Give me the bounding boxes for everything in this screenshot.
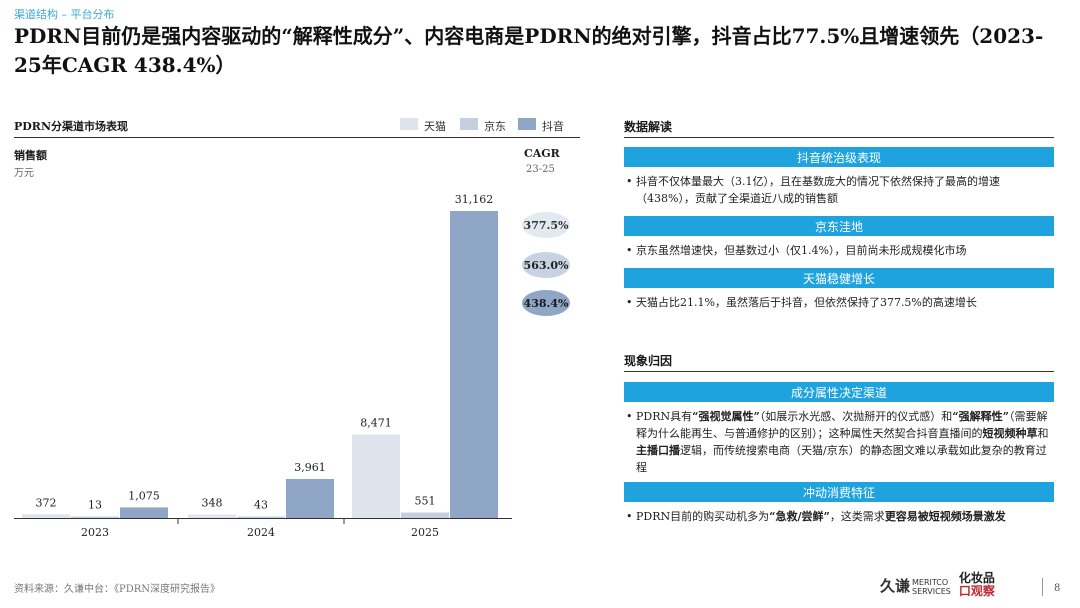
emphasis: 主播口播 — [636, 444, 680, 457]
section-rule — [624, 371, 1054, 372]
emphasis: “强解释性” — [952, 410, 1009, 423]
data-label-jd-2023: 13 — [88, 499, 102, 512]
data-label-douyin-2025: 31,162 — [455, 193, 494, 206]
legend-label-tmall: 天猫 — [424, 120, 446, 133]
bar-chart: 372 13 1,075 2023 348 43 3,961 2024 8,471 551 31,1… — [14, 193, 512, 539]
text: ，这类需求 — [829, 510, 885, 523]
block-header-douyin: 抖音统治级表现 — [624, 147, 1054, 167]
text: PDRN具有 — [636, 410, 693, 423]
bullet-douyin: 抖音不仅体量最大（3.1亿），且在基数庞大的情况下依然保持了最高的增速（438%… — [624, 173, 1052, 207]
text: （需要解释为什么能再生、与普通修护的区别）；这种属性天然契合抖音直播间的 — [636, 410, 1048, 440]
data-label-jd-2024: 43 — [254, 499, 268, 512]
bar-douyin-2025 — [450, 211, 498, 518]
page-number: 8 — [1054, 583, 1061, 594]
footer-logos: 久谦 MERITCO SERVICES 化妆品 口观察 — [880, 572, 995, 598]
bar-tmall-2025 — [352, 434, 400, 518]
bar-jd-2024 — [237, 516, 285, 518]
page-title: PDRN目前仍是强内容驱动的“解释性成分”、内容电商是PDRN的绝对引擎，抖音占… — [14, 24, 1044, 77]
cagr-badge-jd: 563.0% — [522, 252, 570, 278]
data-label-tmall-2025: 8,471 — [360, 417, 392, 430]
data-label-douyin-2023: 1,075 — [128, 489, 160, 502]
block-header-tmall: 天猫稳健增长 — [624, 268, 1054, 288]
x-tick-label-2024: 2024 — [247, 526, 275, 539]
y-axis-label: 销售额 — [14, 149, 47, 162]
legend-swatch-tmall — [400, 118, 418, 130]
block-header-impulse: 冲动消费特征 — [624, 482, 1054, 502]
cosmetics-observer-logo: 化妆品 口观察 — [958, 571, 995, 598]
bullet-attribute: PDRN具有“强视觉属性”（如展示水光感、次抛掰开的仪式感）和“强解释性”（需要… — [624, 408, 1052, 476]
text: （如展示水光感、次抛掰开的仪式感）和 — [759, 410, 953, 423]
legend-swatch-jd — [460, 118, 478, 130]
bar-jd-2023 — [71, 516, 119, 518]
meritco-logo: 久谦 MERITCO SERVICES — [880, 576, 951, 596]
data-label-jd-2025: 551 — [415, 495, 436, 508]
section-title-data: 数据解读 — [624, 120, 673, 134]
emphasis: “强视觉属性” — [692, 410, 760, 423]
chart-title: PDRN分渠道市场表现 — [14, 120, 129, 133]
x-tick-label-2023: 2023 — [81, 526, 109, 539]
emphasis: “急救/尝鲜” — [769, 510, 830, 523]
text: PDRN目前的购买动机多为 — [636, 510, 770, 523]
y-axis-unit: 万元 — [14, 168, 34, 179]
footer-divider — [1042, 578, 1043, 596]
legend-label-jd: 京东 — [484, 120, 506, 133]
data-label-douyin-2024: 3,961 — [294, 461, 326, 474]
text: 和 — [1037, 427, 1049, 440]
source-note: 资料来源：久谦中台：《PDRN深度研究报告》 — [14, 584, 221, 595]
cagr-title: CAGR — [524, 147, 560, 160]
data-label-tmall-2024: 348 — [202, 497, 223, 510]
data-label-tmall-2023: 372 — [36, 496, 57, 509]
bar-tmall-2023 — [22, 514, 70, 518]
block-header-jd: 京东洼地 — [624, 216, 1054, 236]
bar-tmall-2024 — [188, 514, 236, 518]
section-rule — [624, 137, 1054, 138]
section-title-causes: 现象归因 — [624, 354, 673, 368]
chart-title-rule — [14, 137, 580, 138]
cagr-subtitle: 23-25 — [526, 164, 555, 175]
emphasis: 短视频种草 — [982, 427, 1038, 440]
legend-label-douyin: 抖音 — [542, 120, 564, 133]
bar-douyin-2024 — [286, 478, 334, 518]
bar-douyin-2023 — [120, 507, 168, 518]
emphasis: 更容易被短视频场景激发 — [884, 510, 1006, 523]
bullet-jd: 京东虽然增速快，但基数过小（仅1.4%），目前尚未形成规模化市场 — [624, 242, 1052, 259]
text: 逻辑，而传统搜索电商（天猫/京东）的静态图文难以承载如此复杂的教育过程 — [636, 444, 1047, 474]
x-tick-label-2025: 2025 — [411, 526, 439, 539]
cagr-badge-tmall: 377.5% — [522, 212, 570, 238]
bullet-tmall: 天猫占比21.1%，虽然落后于抖音，但依然保持了377.5%的高速增长 — [624, 294, 1052, 311]
bar-jd-2025 — [401, 512, 449, 518]
legend-swatch-douyin — [518, 118, 536, 130]
block-header-attribute: 成分属性决定渠道 — [624, 382, 1054, 402]
cagr-badge-douyin: 438.4% — [522, 290, 570, 316]
breadcrumb: 渠道结构 – 平台分布 — [14, 8, 115, 21]
bullet-impulse: PDRN目前的购买动机多为“急救/尝鲜”，这类需求更容易被短视频场景激发 — [624, 508, 1052, 525]
